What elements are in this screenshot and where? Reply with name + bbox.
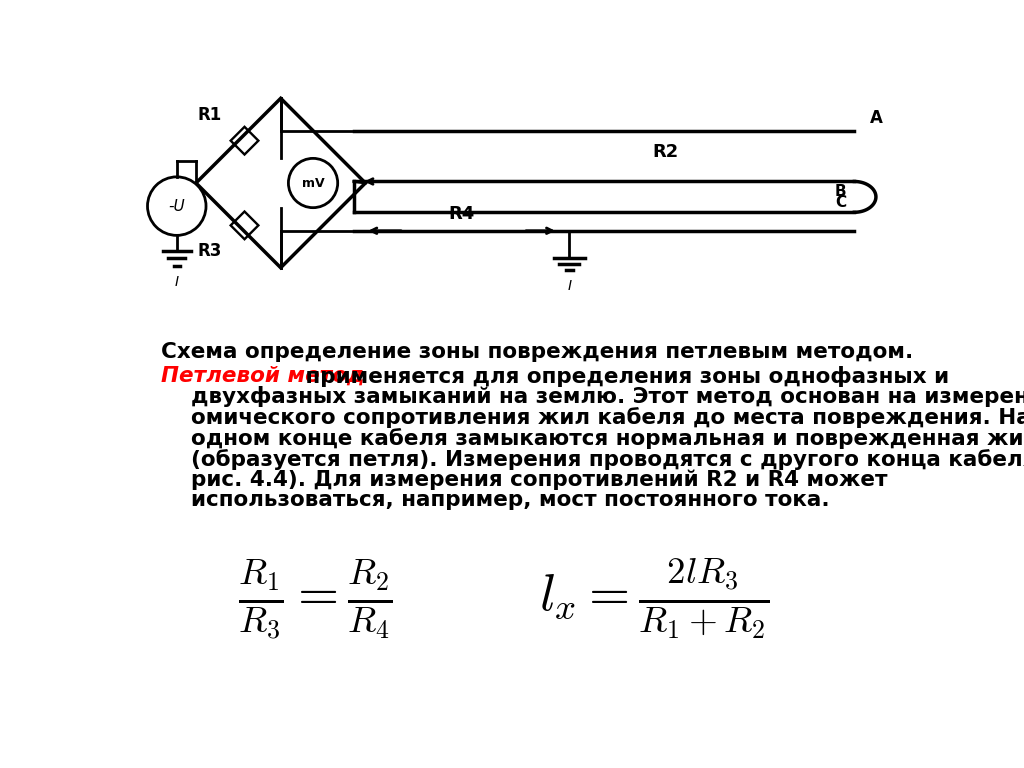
Text: $\frac{R_1}{R_3} = \frac{R_2}{R_4}$: $\frac{R_1}{R_3} = \frac{R_2}{R_4}$ (238, 557, 393, 641)
Text: I: I (567, 280, 571, 293)
Text: рис. 4.4). Для измерения сопротивлений R2 и R4 может: рис. 4.4). Для измерения сопротивлений R… (162, 469, 888, 490)
Text: I: I (175, 276, 179, 290)
Text: -U: -U (168, 199, 185, 214)
Text: использоваться, например, мост постоянного тока.: использоваться, например, мост постоянно… (162, 490, 830, 510)
Text: R3: R3 (198, 242, 222, 260)
Text: C: C (836, 195, 847, 210)
Text: A: A (869, 109, 883, 127)
Text: применяется для определения зоны однофазных и: применяется для определения зоны однофаз… (298, 366, 949, 386)
Text: одном конце кабеля замыкаются нормальная и поврежденная жилы: одном конце кабеля замыкаются нормальная… (162, 428, 1024, 449)
Text: Схема определение зоны повреждения петлевым методом.: Схема определение зоны повреждения петле… (162, 343, 913, 362)
Text: $l_x = \frac{2lR_3}{R_1 + R_2}$: $l_x = \frac{2lR_3}{R_1 + R_2}$ (540, 557, 769, 641)
Text: R4: R4 (449, 205, 475, 223)
Text: R1: R1 (198, 106, 222, 124)
Text: двухфазных замыканий на землю. Этот метод основан на измерении: двухфазных замыканий на землю. Этот мето… (162, 386, 1024, 407)
Text: омического сопротивления жил кабеля до места повреждения. На: омического сопротивления жил кабеля до м… (162, 407, 1024, 428)
Text: mV: mV (302, 177, 325, 190)
Text: R2: R2 (652, 143, 679, 161)
Text: B: B (835, 184, 847, 199)
Text: Петлевой метод: Петлевой метод (162, 366, 365, 386)
Text: (образуется петля). Измерения проводятся с другого конца кабеля (см.: (образуется петля). Измерения проводятся… (162, 449, 1024, 470)
